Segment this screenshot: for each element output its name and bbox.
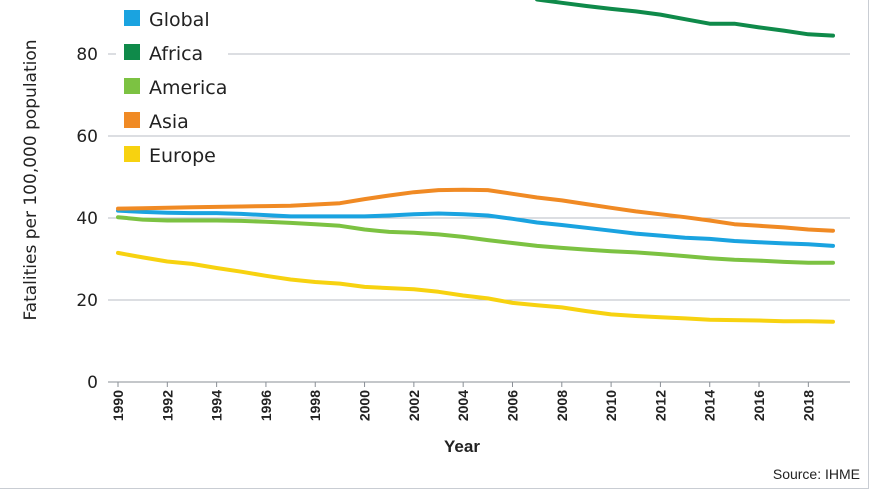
series-line-europe <box>116 250 835 324</box>
y-tick-label: 40 <box>76 209 98 229</box>
x-tick-label: 1990 <box>110 390 126 421</box>
legend-swatch-asia <box>124 112 140 128</box>
x-tick-label: 2006 <box>504 390 520 421</box>
y-tick-label: 60 <box>76 127 98 147</box>
x-tick-label: 2016 <box>751 390 767 421</box>
x-tick-label: 1994 <box>209 390 225 421</box>
legend-label-america: America <box>149 77 227 99</box>
y-tick-labels: 0 20 40 60 80 <box>76 45 98 393</box>
series-line-global <box>116 208 835 248</box>
legend-swatch-america <box>124 78 140 94</box>
series-line-asia <box>116 187 835 233</box>
y-tick-label: 0 <box>87 373 98 393</box>
legend-swatch-africa <box>124 44 140 60</box>
x-tick-label: 2000 <box>357 390 373 421</box>
legend: Global Africa America Asia Europe <box>116 6 228 168</box>
y-tick-label: 20 <box>76 291 98 311</box>
x-tick-label: 2004 <box>455 390 471 421</box>
series-line-africa <box>535 0 835 38</box>
series-lines <box>116 0 835 324</box>
legend-label-global: Global <box>149 9 210 31</box>
series-line-america <box>116 215 835 265</box>
legend-label-europe: Europe <box>149 145 216 167</box>
legend-label-africa: Africa <box>149 43 203 65</box>
source-note: Source: IHME <box>772 466 860 482</box>
y-tick-label: 80 <box>76 45 98 65</box>
x-tick-label: 2018 <box>800 390 816 421</box>
x-tick-label: 1992 <box>159 390 175 421</box>
x-tick-label: 2014 <box>702 390 718 421</box>
x-tick-labels: 1990 1992 1994 1996 1998 2000 2002 2004 2006 2008… <box>110 390 816 421</box>
x-tick-label: 2002 <box>406 390 422 421</box>
legend-swatch-global <box>124 10 140 26</box>
x-tick-label: 2008 <box>554 390 570 421</box>
x-tick-label: 2012 <box>652 390 668 421</box>
x-tick-label: 1996 <box>258 390 274 421</box>
legend-label-asia: Asia <box>149 111 189 133</box>
x-tick-label: 2010 <box>603 390 619 421</box>
legend-swatch-europe <box>124 146 140 162</box>
x-tick-label: 1998 <box>307 390 323 421</box>
y-axis-title: Fatalities per 100,000 population <box>21 39 41 320</box>
gridlines <box>108 53 850 387</box>
x-axis-title: Year <box>444 437 480 456</box>
